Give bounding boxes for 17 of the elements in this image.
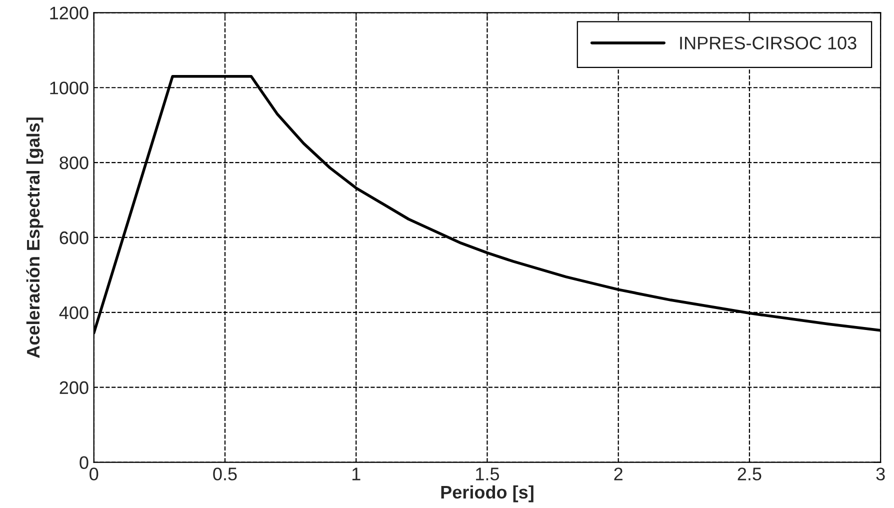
x-tick-label: 1 [352,468,360,480]
x-tick-label: 0.5 [213,468,237,480]
y-tick-label: 600 [60,231,88,244]
y-tick-label: 800 [60,156,88,170]
x-tick-label: 1.5 [476,468,500,480]
x-tick-label: 2 [614,468,622,480]
y-tick-label: 200 [60,381,88,394]
legend-label: INPRES-CIRSOC 103 [680,36,856,50]
x-tick-label: 2.5 [738,468,762,480]
x-axis-title: Periodo [s] [441,485,534,502]
x-tick-label: 3 [876,468,885,480]
y-axis-title: Aceleración Espectral [gals] [26,118,44,358]
x-tick-label: 0 [90,468,98,480]
y-tick-label: 1200 [50,6,88,20]
y-tick-label: 1000 [50,82,88,94]
y-tick-label: 400 [59,306,88,320]
y-tick-label: 0 [80,456,88,469]
